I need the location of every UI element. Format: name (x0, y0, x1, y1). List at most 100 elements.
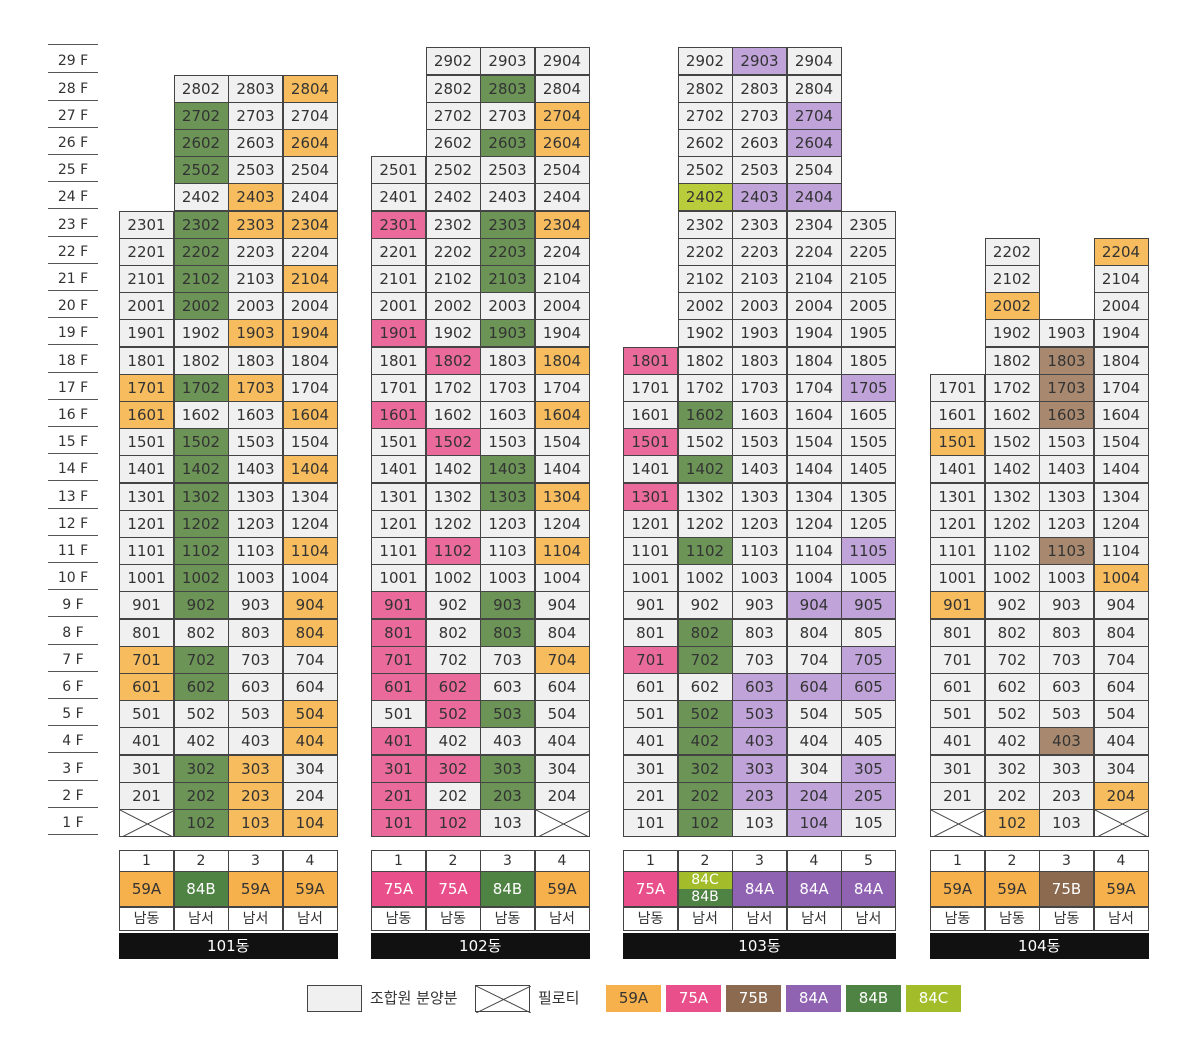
unit-cell: 2104 (282, 265, 338, 293)
unit-cell: 204 (534, 781, 590, 810)
legend-member-swatch (307, 985, 362, 1012)
unit-cell: 1604 (282, 401, 338, 429)
unit-cell: 805 (841, 618, 896, 647)
unit-cell: 101 (371, 809, 426, 837)
line-type: 75B (1039, 871, 1094, 907)
orientation: 남서 (173, 907, 229, 931)
unit-cell: 1603 (1039, 401, 1094, 429)
floor-label: 25 F (48, 157, 98, 183)
unit-cell: 2502 (173, 156, 229, 185)
unit-cell: 1404 (282, 455, 338, 484)
orientation: 남서 (534, 907, 590, 931)
unit-cell: 2001 (119, 292, 174, 321)
unit-cell: 1202 (425, 509, 481, 538)
line-number: 1 (119, 850, 174, 872)
unit-cell: 1301 (371, 482, 426, 511)
building-name: 104동 (930, 933, 1149, 959)
unit-cell: 501 (623, 700, 678, 729)
unit-cell: 2501 (371, 156, 426, 185)
unit-cell: 701 (623, 645, 678, 674)
unit-cell: 1701 (119, 373, 174, 402)
unit-cell: 603 (228, 673, 283, 701)
unit-cell: 403 (228, 727, 283, 756)
unit-cell: 2703 (732, 101, 787, 130)
unit-cell: 1703 (1039, 373, 1094, 402)
unit-cell: 2102 (425, 265, 481, 293)
unit-cell: 305 (841, 754, 896, 783)
unit-cell: 504 (786, 700, 842, 729)
unit-cell: 2302 (677, 210, 733, 239)
unit-cell: 1304 (282, 482, 338, 511)
unit-cell: 2005 (841, 292, 896, 321)
unit-cell: 2602 (173, 129, 229, 157)
unit-cell: 901 (371, 591, 426, 620)
unit-cell: 1201 (119, 509, 174, 538)
unit-cell: 1704 (282, 373, 338, 402)
unit-cell: 702 (173, 645, 229, 674)
unit-cell: 103 (480, 809, 535, 837)
unit-cell: 1302 (677, 482, 733, 511)
unit-cell: 501 (930, 700, 985, 729)
unit-cell: 2201 (371, 237, 426, 266)
orientation: 남동 (119, 907, 174, 931)
unit-cell: 102 (173, 809, 229, 837)
unit-cell: 1204 (534, 509, 590, 538)
unit-cell: 1904 (534, 319, 590, 348)
unit-cell: 2502 (677, 156, 733, 185)
unit-cell: 1403 (732, 455, 787, 484)
unit-cell: 1304 (786, 482, 842, 511)
unit-cell: 901 (623, 591, 678, 620)
unit-cell: 2002 (984, 292, 1040, 321)
unit-cell: 1104 (534, 537, 590, 565)
unit-cell: 1402 (677, 455, 733, 484)
unit-cell: 1904 (786, 319, 842, 348)
unit-cell: 702 (425, 645, 481, 674)
unit-cell: 2002 (677, 292, 733, 321)
unit-cell: 802 (677, 618, 733, 647)
unit-cell: 2603 (480, 129, 535, 157)
unit-cell: 2003 (228, 292, 283, 321)
unit-cell: 803 (480, 618, 535, 647)
unit-cell: 1504 (1093, 428, 1149, 457)
unit-cell: 1502 (984, 428, 1040, 457)
unit-cell: 804 (282, 618, 338, 647)
unit-cell: 104 (786, 809, 842, 837)
floor-label: 8 F (48, 620, 98, 645)
unit-cell: 602 (677, 673, 733, 701)
unit-cell: 702 (984, 645, 1040, 674)
unit-cell: 1001 (930, 564, 985, 593)
unit-cell: 2703 (228, 101, 283, 130)
legend-type-75b: 75B (726, 985, 781, 1012)
line-type-part: 84C (678, 872, 732, 889)
unit-cell: 301 (119, 754, 174, 783)
unit-cell: 2904 (534, 47, 590, 76)
unit-cell: 2903 (480, 47, 535, 76)
unit-cell: 1602 (677, 401, 733, 429)
unit-cell: 1604 (786, 401, 842, 429)
unit-cell: 1103 (1039, 537, 1094, 565)
unit-cell: 2201 (119, 237, 174, 266)
unit-cell: 1804 (786, 346, 842, 375)
building-name: 103동 (623, 933, 896, 959)
unit-cell: 1802 (173, 346, 229, 375)
unit-cell: 1002 (984, 564, 1040, 593)
legend-type-84c: 84C (906, 985, 961, 1012)
unit-cell: 904 (786, 591, 842, 620)
unit-cell: 201 (371, 781, 426, 810)
unit-cell: 302 (677, 754, 733, 783)
unit-cell: 1403 (228, 455, 283, 484)
line-type: 84A (786, 871, 842, 907)
unit-cell: 1701 (930, 373, 985, 402)
unit-cell: 2804 (534, 74, 590, 103)
unit-cell: 1302 (425, 482, 481, 511)
unit-cell: 1703 (228, 373, 283, 402)
unit-cell: 1601 (371, 401, 426, 429)
unit-cell: 1801 (371, 346, 426, 375)
unit-cell: 1203 (732, 509, 787, 538)
unit-cell: 2702 (425, 101, 481, 130)
unit-cell: 502 (173, 700, 229, 729)
unit-cell: 1404 (534, 455, 590, 484)
line-number: 4 (786, 850, 842, 872)
unit-cell: 2305 (841, 210, 896, 239)
unit-cell: 1503 (1039, 428, 1094, 457)
